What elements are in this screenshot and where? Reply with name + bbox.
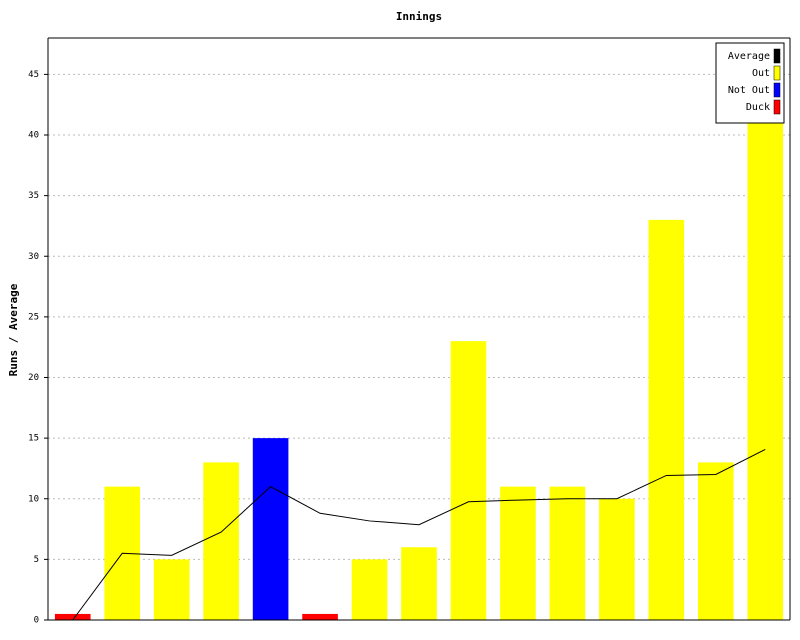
bar (450, 341, 487, 620)
legend: Average Out Not Out Duck (715, 42, 785, 124)
y-tick-label: 25 (28, 312, 39, 322)
bar (401, 547, 437, 620)
bar (252, 438, 289, 620)
legend-swatch (773, 48, 781, 64)
legend-label: Out (752, 68, 770, 79)
y-tick-label: 40 (28, 131, 39, 141)
bar (599, 498, 635, 620)
legend-swatch (773, 82, 781, 98)
chart-title: Innings (396, 10, 442, 23)
bar (648, 219, 685, 620)
bar (153, 559, 190, 620)
y-tick-label: 35 (28, 191, 39, 201)
y-tick-label: 30 (28, 252, 39, 262)
legend-label: Not Out (728, 85, 770, 96)
legend-label: Duck (746, 102, 770, 113)
legend-box (715, 42, 785, 124)
bar (351, 559, 388, 620)
bar (549, 486, 586, 620)
bar (302, 613, 338, 620)
y-axis-label: Runs / Average (7, 283, 20, 376)
y-tick-label: 20 (28, 373, 39, 383)
legend-label: Average (728, 51, 770, 62)
y-tick-label: 15 (28, 434, 39, 444)
y-tick-label: 45 (28, 70, 39, 80)
y-tick-label: 10 (28, 494, 39, 504)
legend-swatch (773, 99, 781, 115)
y-tick-label: 0 (34, 616, 39, 626)
bar (747, 122, 784, 620)
average-line (72, 448, 766, 621)
legend-swatch (773, 65, 781, 81)
bar (697, 462, 734, 620)
bar (203, 462, 239, 620)
bar (500, 486, 536, 620)
y-tick-label: 5 (34, 555, 39, 565)
bar (54, 613, 91, 620)
